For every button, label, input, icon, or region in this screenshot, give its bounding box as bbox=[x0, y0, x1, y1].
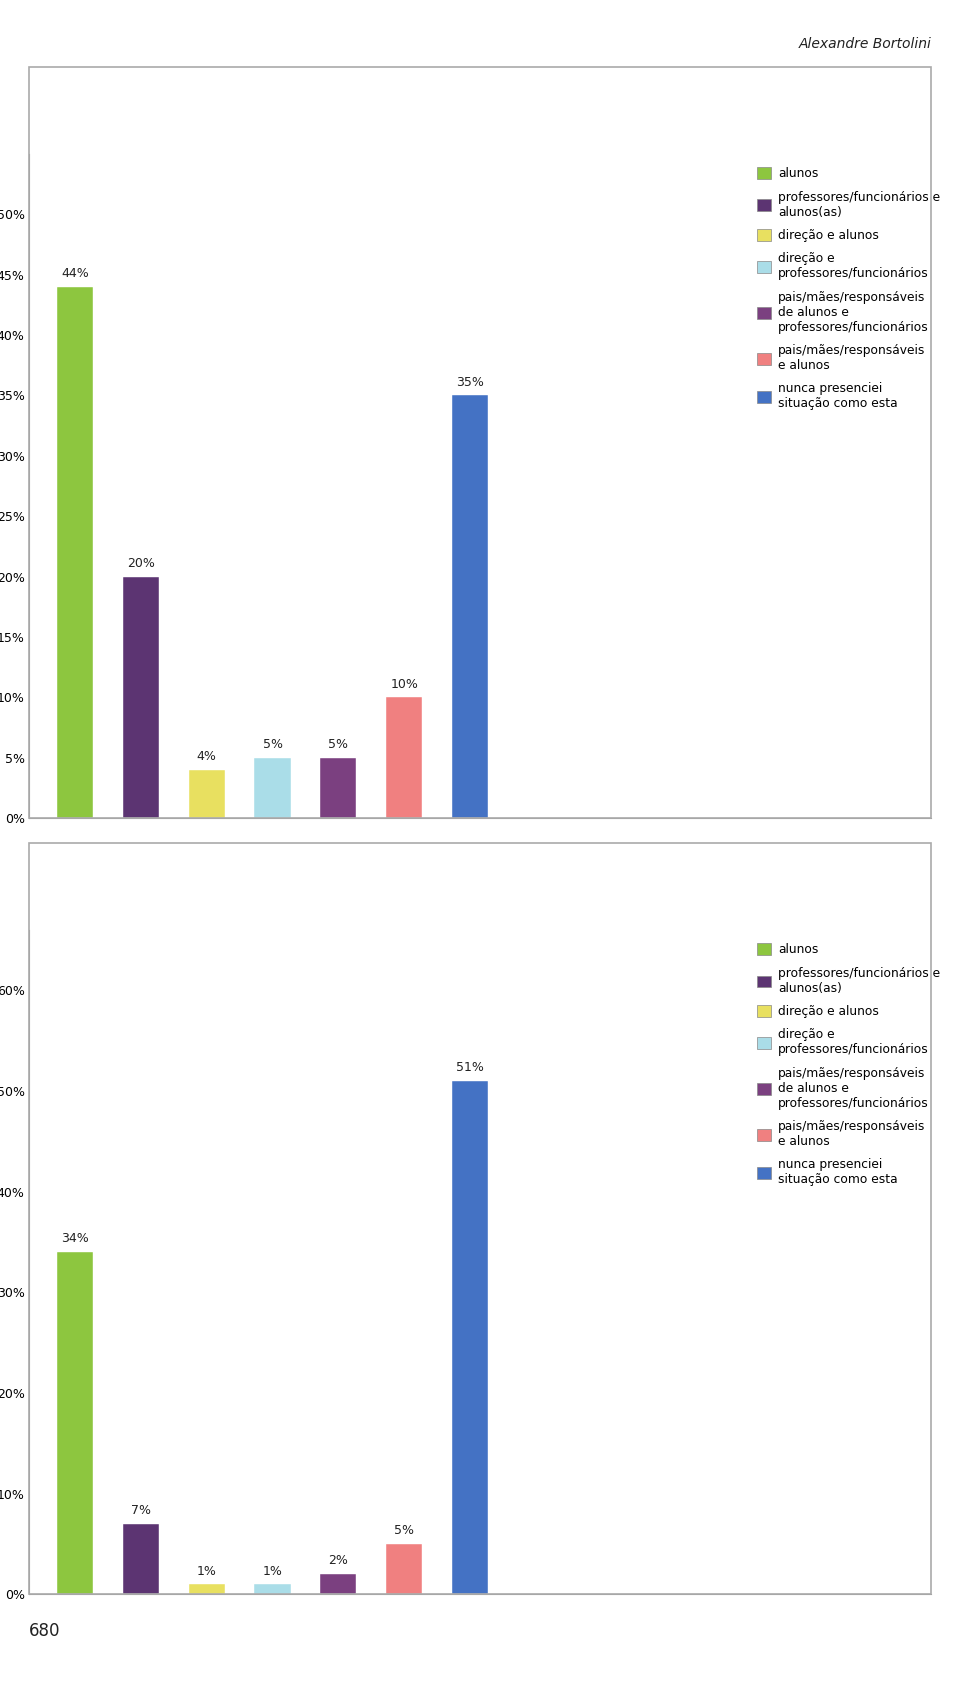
Text: 5%: 5% bbox=[328, 739, 348, 751]
Text: 44%: 44% bbox=[61, 267, 88, 280]
Text: 1%: 1% bbox=[197, 1564, 217, 1577]
Text: 34%: 34% bbox=[61, 1232, 88, 1245]
Text: 1%: 1% bbox=[263, 1564, 282, 1577]
Text: 10%: 10% bbox=[391, 678, 419, 690]
Text: Você já presenciou alguma situação de violência física ou verbal
relativa à orie: Você já presenciou alguma situação de vi… bbox=[189, 867, 771, 906]
Text: 7%: 7% bbox=[131, 1505, 151, 1517]
Bar bbox=[57, 1252, 93, 1594]
Text: 5%: 5% bbox=[262, 739, 282, 751]
Bar bbox=[452, 1081, 489, 1594]
Bar bbox=[254, 1584, 291, 1594]
Text: 20%: 20% bbox=[127, 557, 155, 570]
Bar bbox=[386, 1544, 422, 1594]
Text: 5%: 5% bbox=[395, 1525, 415, 1537]
Text: 2%: 2% bbox=[328, 1554, 348, 1567]
Text: 4%: 4% bbox=[197, 751, 217, 763]
Bar bbox=[321, 757, 356, 818]
Bar bbox=[123, 1523, 159, 1594]
Bar bbox=[321, 1574, 356, 1594]
Text: 680: 680 bbox=[29, 1621, 60, 1640]
Bar bbox=[452, 395, 489, 818]
Text: 51%: 51% bbox=[456, 1061, 484, 1075]
Legend: alunos, professores/funcionários e
alunos(as), direção e alunos, direção e
profe: alunos, professores/funcionários e aluno… bbox=[757, 167, 940, 410]
Text: 35%: 35% bbox=[456, 376, 484, 388]
Bar bbox=[57, 287, 93, 818]
Bar bbox=[188, 1584, 225, 1594]
Bar bbox=[386, 697, 422, 818]
Bar bbox=[123, 577, 159, 818]
Bar bbox=[188, 769, 225, 818]
Bar bbox=[254, 757, 291, 818]
Text: Você já presenciou alguma situação de discriminação relativa à
orientação sexual: Você já presenciou alguma situação de di… bbox=[193, 93, 767, 130]
Text: Alexandre Bortolini: Alexandre Bortolini bbox=[799, 37, 931, 51]
Legend: alunos, professores/funcionários e
alunos(as), direção e alunos, direção e
profe: alunos, professores/funcionários e aluno… bbox=[757, 943, 940, 1186]
